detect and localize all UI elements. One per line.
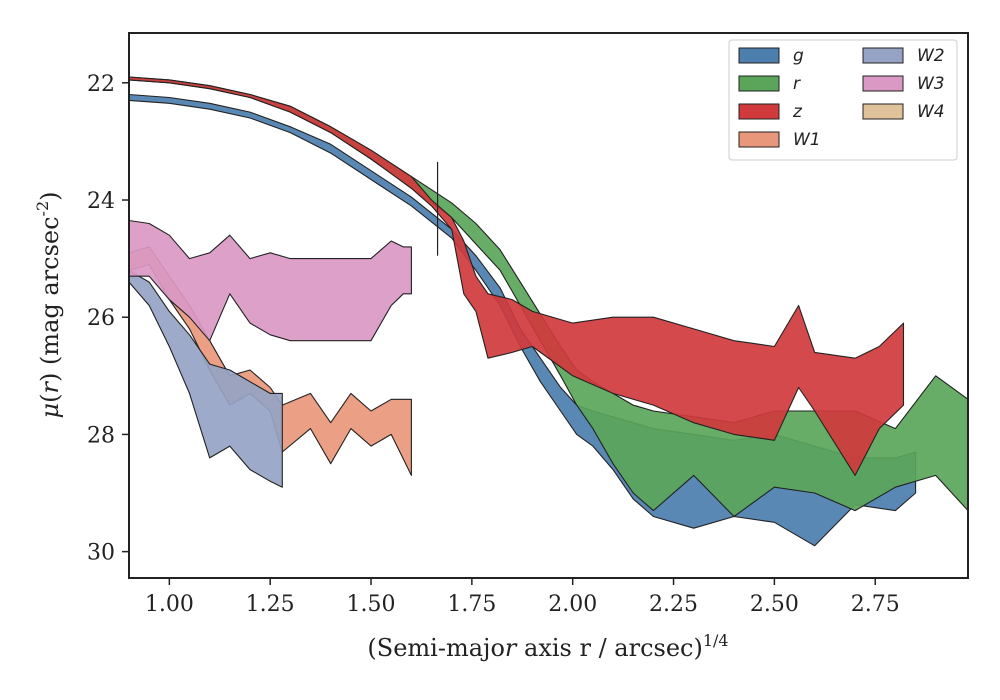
y-tick-label: 24 <box>87 189 115 214</box>
legend-label-w1: W1 <box>793 130 821 150</box>
legend-label-r: r <box>793 74 801 94</box>
band-z <box>129 76 905 476</box>
x-axis-label: (Semi-major axis r / arcsec)1/4 <box>367 631 728 662</box>
legend-label-z: z <box>792 102 803 122</box>
x-tick-label: 2.00 <box>548 592 597 617</box>
y-tick-label: 22 <box>87 72 115 97</box>
y-tick-label: 30 <box>87 541 115 566</box>
legend: grz W1 W2 W3 W4 <box>728 39 958 161</box>
band-w3 <box>129 219 412 342</box>
legend-label-w4: W4 <box>917 102 945 122</box>
legend-swatch-g <box>738 47 780 64</box>
x-tick-label: 1.00 <box>145 592 194 617</box>
legend-swatch-w2 <box>862 47 904 64</box>
data-bands <box>129 76 968 547</box>
x-tick-label: 2.25 <box>649 592 698 617</box>
x-tick-label: 1.25 <box>246 592 295 617</box>
legend-label-w3: W3 <box>917 74 945 94</box>
legend-label-g: g <box>793 46 804 66</box>
legend-swatch-z <box>738 103 780 120</box>
plot-frame <box>128 32 969 579</box>
legend-label-w2: W2 <box>917 46 945 66</box>
y-tick-label: 26 <box>87 306 115 331</box>
y-tick-label: 28 <box>87 423 115 448</box>
axes: 1.00 1.25 1.50 1.75 2.00 2.25 2.50 2.75 22 24 26 28… <box>87 72 900 617</box>
legend-box <box>728 39 958 161</box>
x-tick-label: 1.50 <box>347 592 396 617</box>
y-axis-label: μ(r) (mag arcsec-2) <box>33 191 64 418</box>
legend-swatch-w1 <box>738 131 780 148</box>
x-tick-label: 2.50 <box>750 592 799 617</box>
x-tick-label: 2.75 <box>851 592 900 617</box>
x-tick-label: 1.75 <box>447 592 496 617</box>
legend-swatch-w4 <box>862 103 904 120</box>
legend-swatch-w3 <box>862 75 904 92</box>
legend-swatch-r <box>738 75 780 92</box>
band-w2 <box>129 269 283 488</box>
